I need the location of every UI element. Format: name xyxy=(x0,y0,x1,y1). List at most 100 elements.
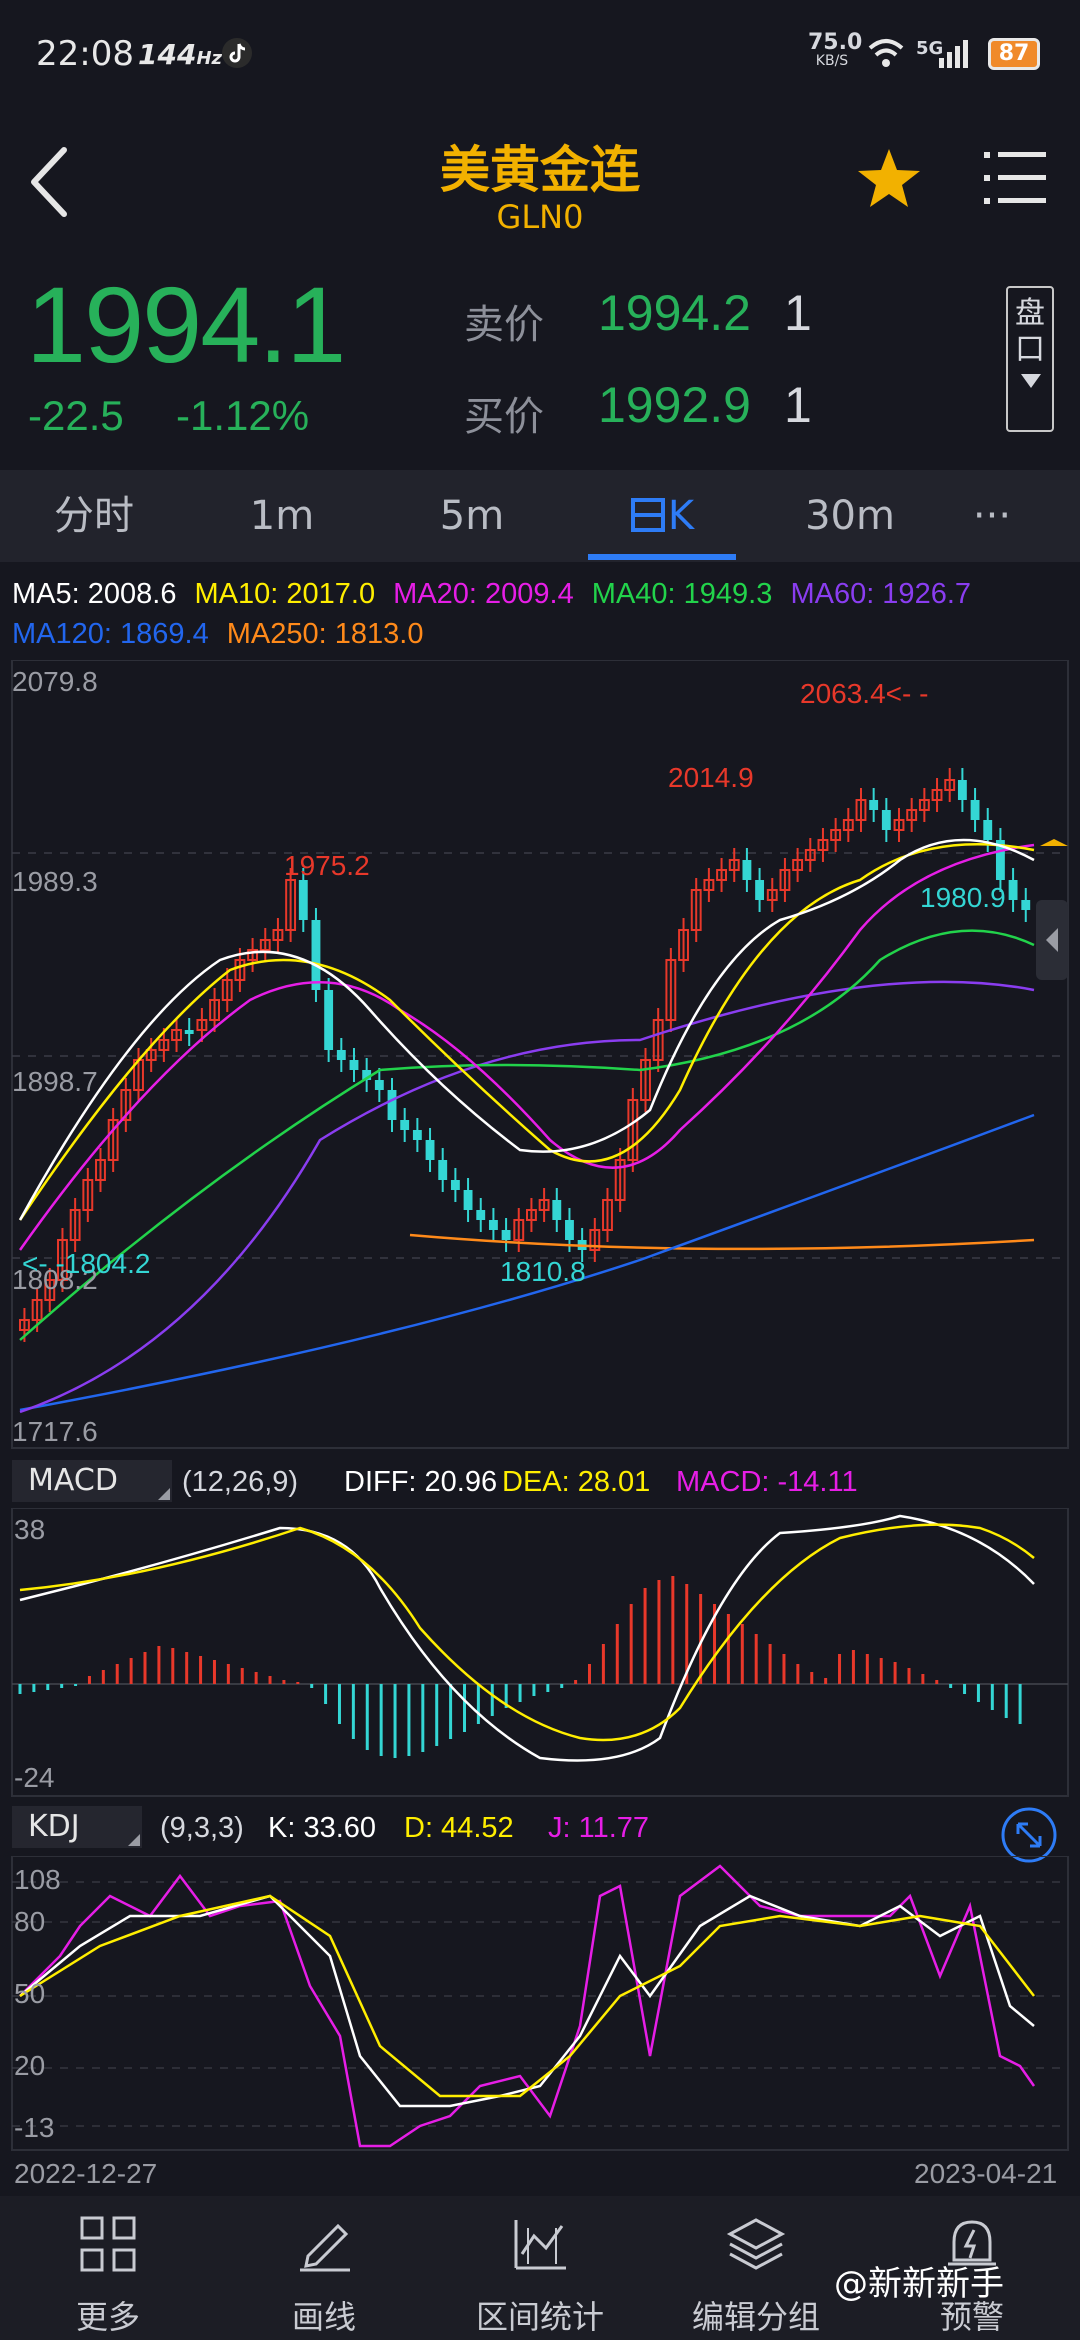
nav-label: 区间统计 xyxy=(475,2298,604,2336)
candle-body xyxy=(374,1080,384,1090)
expand-icon[interactable] xyxy=(1000,1806,1058,1864)
grid-icon xyxy=(80,2216,136,2272)
left-high-annotation: 1975.2 xyxy=(284,850,370,881)
end-date: 2023-04-21 xyxy=(914,2158,1058,2189)
candle-body xyxy=(221,979,233,1001)
dropdown-triangle-icon xyxy=(1021,374,1041,388)
tab-daily-label: K xyxy=(667,493,695,539)
alarm-icon xyxy=(948,2220,996,2266)
candle-body xyxy=(285,879,297,931)
layers-icon xyxy=(726,2218,786,2270)
candle-body xyxy=(438,1160,448,1180)
ma10-value: MA10: 2017.0 xyxy=(194,578,376,610)
candle-body xyxy=(830,829,842,841)
candle-body xyxy=(792,859,804,871)
candle-body xyxy=(196,1019,208,1031)
nav-range-stats[interactable]: 区间统计 xyxy=(432,2196,648,2340)
candle-body xyxy=(665,959,677,1021)
low-annotation: 1810.8 xyxy=(500,1256,586,1287)
ma120-value: MA120: 1869.4 xyxy=(12,618,209,650)
candle-body xyxy=(983,820,993,840)
candle-body xyxy=(526,1209,537,1221)
macd-diff: DIFF: 20.96 xyxy=(344,1466,498,1498)
nav-more[interactable]: 更多 xyxy=(0,2196,216,2340)
tab-1m[interactable]: 1m xyxy=(249,493,315,539)
tab-more[interactable]: ··· xyxy=(972,493,1012,539)
nav-label: 预警 xyxy=(939,2298,1004,2336)
candle-body xyxy=(552,1200,562,1220)
candle-body xyxy=(501,1230,511,1240)
macd-dea: DEA: 28.01 xyxy=(502,1466,651,1498)
nav-draw[interactable]: 画线 xyxy=(216,2196,432,2340)
kdj-d: D: 44.52 xyxy=(404,1812,514,1844)
ma20-line xyxy=(18,843,1035,1251)
signal-icon xyxy=(939,40,968,68)
pen-icon xyxy=(300,2223,350,2272)
kdj-header: KDJ (9,3,3) K: 33.60 D: 44.52 J: 11.77 xyxy=(12,1806,1072,1863)
tab-intraday[interactable]: 分时 xyxy=(54,493,134,539)
candle-body xyxy=(311,920,321,990)
macd-selector[interactable]: MACD xyxy=(12,1460,172,1502)
candle-body xyxy=(387,1090,397,1120)
candle-body xyxy=(158,1039,170,1051)
candle-body xyxy=(120,1089,132,1121)
instrument-code: GLN0 xyxy=(496,198,584,236)
candle-body xyxy=(728,859,740,871)
tab-30m[interactable]: 30m xyxy=(805,493,895,539)
order-book-label-1: 盘 xyxy=(1015,296,1045,331)
candle-body xyxy=(1008,880,1018,900)
candle-body xyxy=(944,779,956,791)
candle-body xyxy=(869,800,879,810)
sell-volume: 1 xyxy=(784,285,812,341)
back-button[interactable] xyxy=(26,144,70,220)
nav-label: 画线 xyxy=(291,2298,356,2336)
kdj-j-line xyxy=(19,1864,1036,2148)
candle-body xyxy=(766,889,778,901)
macd-header: MACD (12,26,9) DIFF: 20.96 DEA: 28.01 MA… xyxy=(12,1460,1072,1502)
header: 美黄金连 GLN0 xyxy=(0,110,1080,260)
candle-body xyxy=(513,1219,525,1241)
kdj-axis-label: 20 xyxy=(14,2050,46,2081)
candle-body xyxy=(602,1199,613,1231)
high-annotation: 2063.4<- - xyxy=(800,678,929,709)
range-stats-icon xyxy=(514,2220,566,2270)
candle-body xyxy=(893,819,905,831)
candle-body xyxy=(259,939,271,951)
tab-daily[interactable]: K xyxy=(582,470,742,562)
price-axis-label: 1989.3 xyxy=(12,866,98,897)
period-tabs: 分时 1m 5m K 30m ··· xyxy=(0,470,1080,562)
tab-5m[interactable]: 5m xyxy=(439,493,505,539)
candles-group xyxy=(19,768,1031,1342)
candle-body xyxy=(107,1119,119,1161)
candle-body xyxy=(957,780,967,800)
candle-body xyxy=(31,1299,43,1321)
nav-label: 编辑分组 xyxy=(691,2298,820,2336)
favorite-star-icon[interactable] xyxy=(856,146,922,210)
macd-dea-line xyxy=(19,1523,1035,1742)
price-axis-label: 1808.2 xyxy=(12,1264,98,1295)
ma60-value: MA60: 1926.7 xyxy=(790,578,972,610)
menu-icon[interactable] xyxy=(984,150,1048,206)
ma40-value: MA40: 1949.3 xyxy=(591,578,773,610)
candle-body xyxy=(476,1210,486,1220)
ma120-line xyxy=(19,1113,1035,1412)
buy-label: 买价 xyxy=(464,394,544,440)
kdj-selector[interactable]: KDJ xyxy=(12,1806,142,1848)
ma-legend: MA5: 2008.6 MA10: 2017.0 MA20: 2009.4 MA… xyxy=(12,574,1072,654)
macd-chart[interactable] xyxy=(0,1508,1080,1798)
candle-body xyxy=(589,1229,601,1251)
ma250-value: MA250: 1813.0 xyxy=(226,618,424,650)
order-book-button[interactable]: 盘 口 xyxy=(1006,286,1054,432)
candle-body xyxy=(324,990,334,1050)
kdj-chart[interactable] xyxy=(0,1856,1080,2152)
candle-body xyxy=(463,1190,473,1210)
kdj-k-line xyxy=(19,1894,1035,2108)
candlestick-chart[interactable] xyxy=(0,660,1080,1450)
nav-edit-group[interactable]: 编辑分组 xyxy=(648,2196,864,2340)
candle-body xyxy=(565,1220,574,1240)
nav-label: 更多 xyxy=(75,2298,140,2336)
candle-body xyxy=(69,1209,81,1241)
nav-alert[interactable]: 预警 xyxy=(864,2196,1080,2340)
kdj-axis-label: 108 xyxy=(14,1864,61,1895)
page-title: 美黄金连 xyxy=(440,141,640,199)
